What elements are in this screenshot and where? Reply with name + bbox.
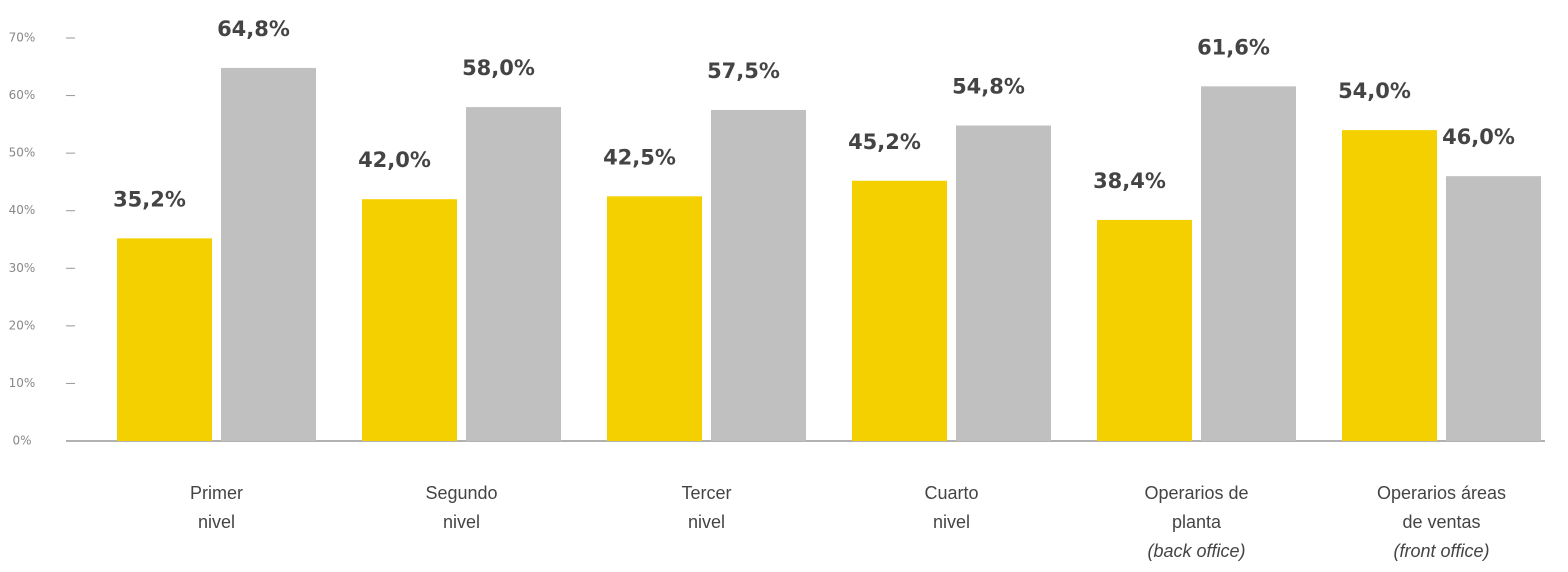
- x-tick-label: (back office): [1147, 541, 1245, 561]
- bar: [1446, 176, 1541, 441]
- value-label: 54,8%: [952, 75, 1025, 99]
- value-label: 61,6%: [1197, 35, 1270, 59]
- x-tick-label: Tercer: [681, 483, 731, 503]
- value-label: 42,0%: [358, 148, 431, 172]
- value-label: 42,5%: [603, 145, 676, 169]
- x-tick-label: Operarios áreas: [1377, 483, 1506, 503]
- value-label: 46,0%: [1442, 125, 1515, 149]
- x-tick-label: (front office): [1393, 541, 1489, 561]
- bar: [711, 109, 806, 441]
- x-tick-label: Primer: [190, 483, 243, 503]
- x-tick-label: Cuarto: [924, 483, 978, 503]
- x-tick-label: planta: [1172, 512, 1222, 532]
- bar: [362, 199, 457, 441]
- x-tick-label: Segundo: [425, 483, 497, 503]
- bar: [1097, 219, 1192, 441]
- y-tick-label: 70%: [9, 31, 36, 45]
- value-label: 54,0%: [1338, 79, 1411, 103]
- bar: [956, 125, 1051, 441]
- bar: [1201, 86, 1296, 442]
- y-tick-label: 10%: [9, 376, 36, 390]
- x-tick-label: de ventas: [1402, 512, 1480, 532]
- bar: [607, 196, 702, 441]
- x-tick-label: nivel: [688, 512, 725, 532]
- x-tick-label: nivel: [933, 512, 970, 532]
- value-label: 35,2%: [113, 187, 186, 211]
- value-label: 38,4%: [1093, 169, 1166, 193]
- y-tick-label: 50%: [9, 146, 36, 160]
- value-label: 58,0%: [462, 56, 535, 80]
- bar: [117, 238, 212, 441]
- y-tick-label: 0%: [12, 434, 31, 448]
- bar: [466, 107, 561, 441]
- x-tick-label: Operarios de: [1144, 483, 1248, 503]
- y-tick-label: 40%: [9, 203, 36, 217]
- bar: [852, 180, 947, 441]
- value-label: 45,2%: [848, 130, 921, 154]
- value-label: 57,5%: [707, 59, 780, 83]
- bar: [1342, 130, 1437, 441]
- y-tick-label: 60%: [9, 88, 36, 102]
- y-tick-label: 20%: [9, 318, 36, 332]
- x-tick-label: nivel: [443, 512, 480, 532]
- y-tick-label: 30%: [9, 261, 36, 275]
- x-tick-label: nivel: [198, 512, 235, 532]
- bar: [221, 67, 316, 442]
- value-label: 64,8%: [217, 17, 290, 41]
